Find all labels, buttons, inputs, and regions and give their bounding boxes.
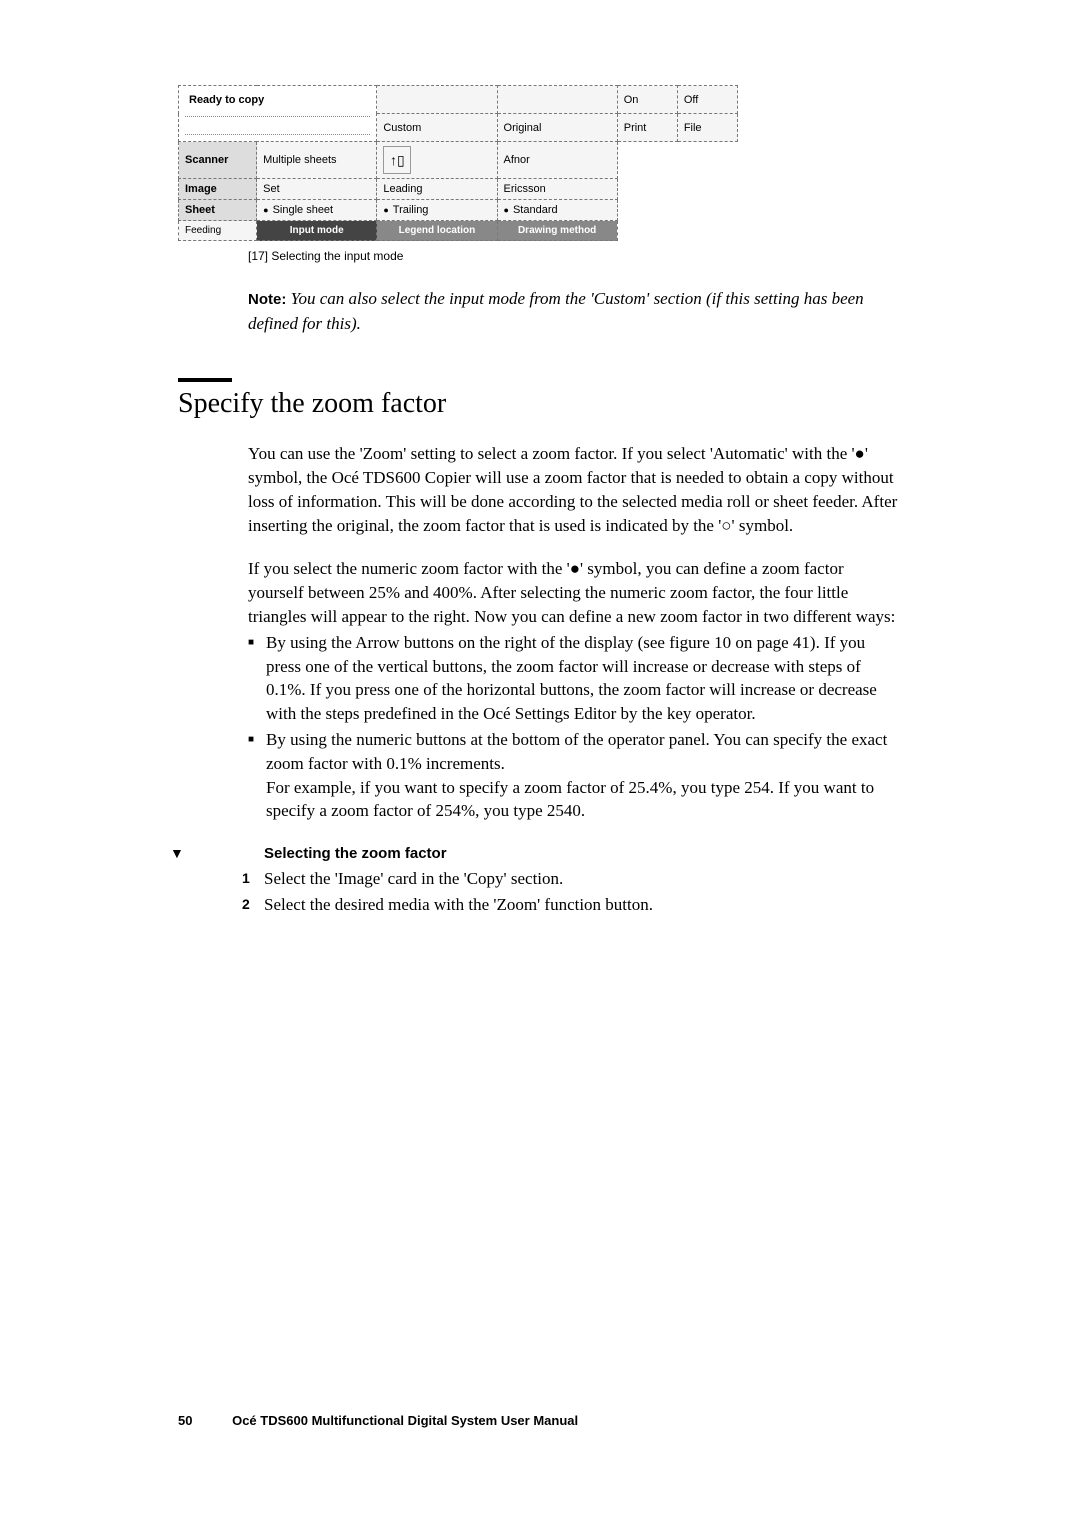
manual-title: Océ TDS600 Multifunctional Digital Syste… <box>232 1413 578 1428</box>
figure-caption: [17] Selecting the input mode <box>248 249 902 263</box>
step-2: Select the desired media with the 'Zoom'… <box>248 892 902 918</box>
page-footer: 50 Océ TDS600 Multifunctional Digital Sy… <box>178 1413 578 1428</box>
opt-leading[interactable]: Leading <box>377 179 497 200</box>
panel-table: Ready to copy On Off Custom Original Pri… <box>178 85 738 241</box>
opt-multiple-sheets[interactable]: Multiple sheets <box>257 142 377 179</box>
list-item-2: By using the numeric buttons at the bott… <box>248 728 902 823</box>
btn-blank2[interactable] <box>497 86 617 114</box>
note-block: Note: You can also select the input mode… <box>248 287 902 336</box>
note-label: Note: <box>248 291 286 308</box>
btn-input-mode[interactable]: Input mode <box>257 221 377 241</box>
status-text: Ready to copy <box>185 90 370 117</box>
copier-panel-figure: Ready to copy On Off Custom Original Pri… <box>178 85 902 241</box>
step-heading: Selecting the zoom factor <box>264 845 902 862</box>
arrow-up-icon: ↑▯ <box>383 146 411 174</box>
btn-on[interactable]: On <box>617 86 677 114</box>
opt-single-sheet[interactable]: Single sheet <box>257 200 377 221</box>
step-marker-icon: ▼ <box>170 847 184 863</box>
section-heading: Specify the zoom factor <box>178 388 902 420</box>
btn-off[interactable]: Off <box>677 86 737 114</box>
btn-file[interactable]: File <box>677 114 737 142</box>
opt-set[interactable]: Set <box>257 179 377 200</box>
footer-blank <box>617 221 737 241</box>
list-item-1: By using the Arrow buttons on the right … <box>248 631 902 726</box>
heading-rule <box>178 378 232 382</box>
nav-image[interactable]: Image <box>179 179 257 200</box>
body-para-1: You can use the 'Zoom' setting to select… <box>248 442 902 537</box>
opt-standard[interactable]: Standard <box>497 200 617 221</box>
note-text: You can also select the input mode from … <box>248 289 864 333</box>
btn-blank1[interactable] <box>377 86 497 114</box>
opt-afnor[interactable]: Afnor <box>497 142 617 179</box>
opt-ericsson[interactable]: Ericsson <box>497 179 617 200</box>
panel-blank-area <box>617 142 737 221</box>
status-display: Ready to copy <box>179 86 377 142</box>
body-para-2: If you select the numeric zoom factor wi… <box>248 557 902 628</box>
btn-custom[interactable]: Custom <box>377 114 497 142</box>
steps-list: Select the 'Image' card in the 'Copy' se… <box>248 866 902 917</box>
page-number: 50 <box>178 1413 192 1428</box>
nav-feeding[interactable]: Feeding <box>179 221 257 241</box>
step-heading-row: ▼ Selecting the zoom factor <box>178 845 902 862</box>
step-1: Select the 'Image' card in the 'Copy' se… <box>248 866 902 892</box>
btn-original[interactable]: Original <box>497 114 617 142</box>
legend-icon-cell: ↑▯ <box>377 142 497 179</box>
btn-drawing-method[interactable]: Drawing method <box>497 221 617 241</box>
zoom-methods-list: By using the Arrow buttons on the right … <box>248 631 902 823</box>
btn-legend-location[interactable]: Legend location <box>377 221 497 241</box>
btn-print[interactable]: Print <box>617 114 677 142</box>
opt-trailing[interactable]: Trailing <box>377 200 497 221</box>
nav-scanner[interactable]: Scanner <box>179 142 257 179</box>
nav-sheet[interactable]: Sheet <box>179 200 257 221</box>
